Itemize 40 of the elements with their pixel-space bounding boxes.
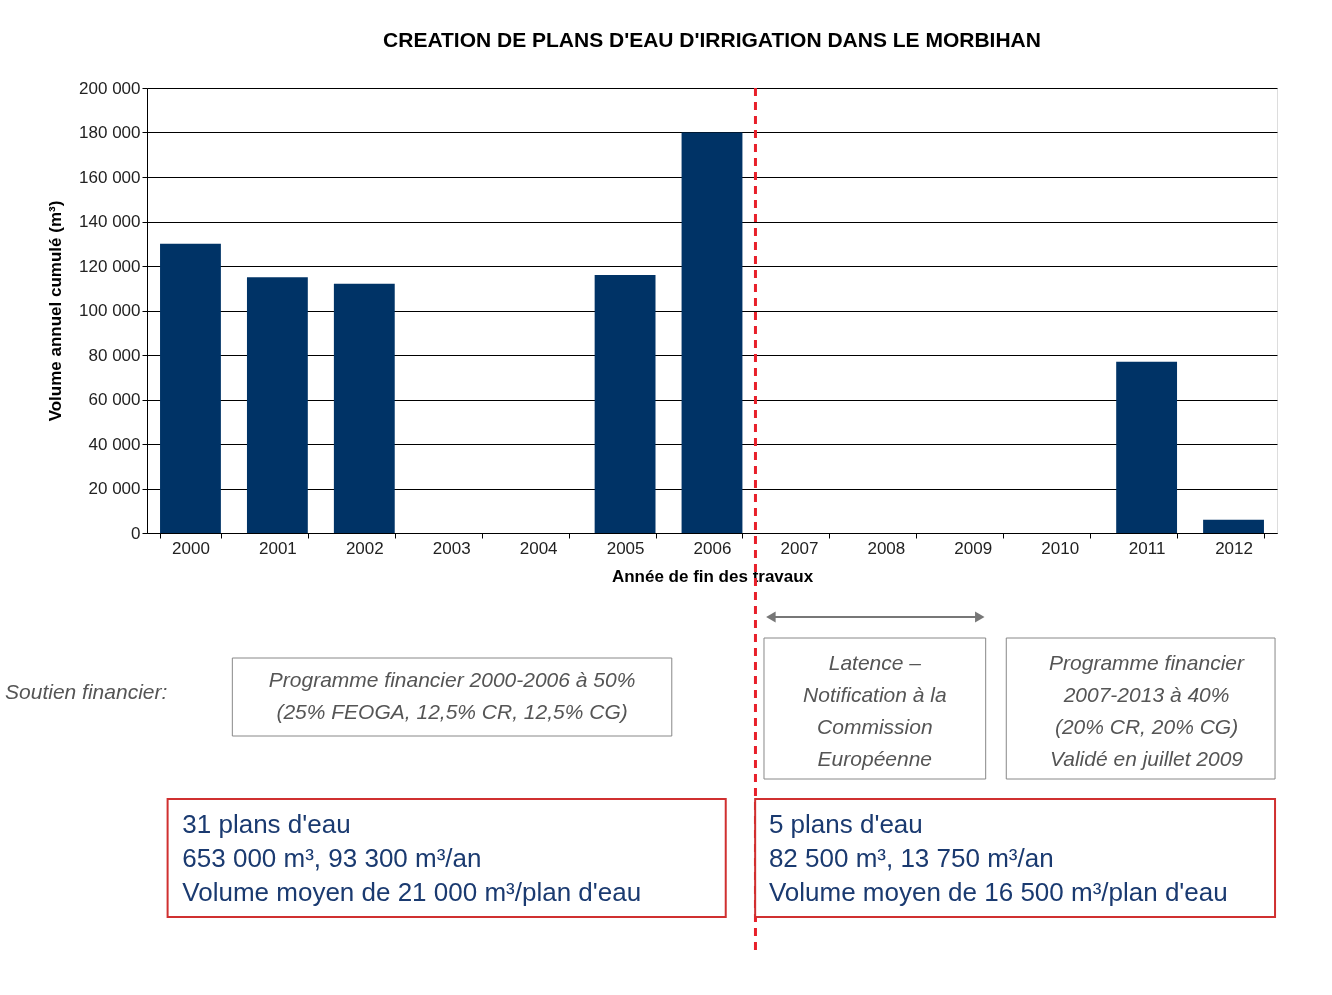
- bar: [1116, 361, 1178, 533]
- y-tick-label: 120 000: [79, 256, 141, 276]
- y-tick-label: 160 000: [79, 167, 141, 187]
- bar: [1203, 519, 1264, 533]
- x-tick-label: 2006: [693, 538, 732, 558]
- y-tick-label: 20 000: [88, 479, 141, 498]
- y-tick-label: 40 000: [88, 434, 141, 454]
- bar: [681, 132, 743, 533]
- bar: [333, 283, 395, 533]
- bar: [594, 274, 656, 533]
- chart-title: CREATION DE PLANS D'EAU D'IRRIGATION DANS LE MORBIHAN: [383, 28, 1041, 51]
- y-tick-label: 60 000: [88, 390, 141, 409]
- x-tick-label: 2010: [1041, 538, 1080, 558]
- x-tick-label: 2001: [258, 538, 297, 558]
- x-tick-label: 2004: [519, 538, 558, 558]
- y-axis-title: Volume annuel cumulé (m³): [46, 200, 66, 422]
- y-tick-label: 180 000: [79, 123, 141, 142]
- text: 5 plans d'eau 82 500 m³, 13 750 m³/an Volume moyen de 16 500 m³/plan d'eau: [768, 809, 1228, 907]
- x-tick-label: 2007: [780, 538, 819, 558]
- bar: [246, 277, 308, 533]
- text: 31 plans d'eau 653 000 m³, 93 300 m³/an Volume moyen de 21 000 m³/plan d'eau: [182, 809, 642, 907]
- x-tick-label: 2008: [867, 538, 906, 558]
- bar: [160, 243, 221, 533]
- y-tick-label: 80 000: [88, 345, 141, 365]
- text: Programme financier 2000-2006 à 50% (25% FEOGA, 12,5% CR, 12,5% CG): [268, 668, 636, 723]
- text: Soutien financier:: [5, 680, 168, 703]
- y-tick-label: 100 000: [79, 301, 141, 320]
- y-tick-label: 200 000: [79, 78, 141, 98]
- y-tick-label: 0: [131, 523, 141, 543]
- x-tick-label: 2005: [606, 538, 645, 558]
- x-tick-label: 2002: [345, 538, 384, 558]
- x-tick-label: 2000: [172, 538, 210, 558]
- x-tick-label: 2012: [1215, 538, 1253, 558]
- x-tick-label: 2009: [954, 538, 993, 558]
- x-tick-label: 2011: [1128, 538, 1166, 558]
- x-tick-label: 2003: [432, 538, 471, 558]
- x-axis-title: Année de fin des travaux: [611, 566, 814, 586]
- text: Programme financier 2007-2013 à 40% (20% CR, 20% CG) Validé en juillet 2009: [1049, 651, 1245, 770]
- text: Latence – Notification à la Commission Européenne: [803, 651, 947, 770]
- y-tick-label: 140 000: [79, 212, 141, 231]
